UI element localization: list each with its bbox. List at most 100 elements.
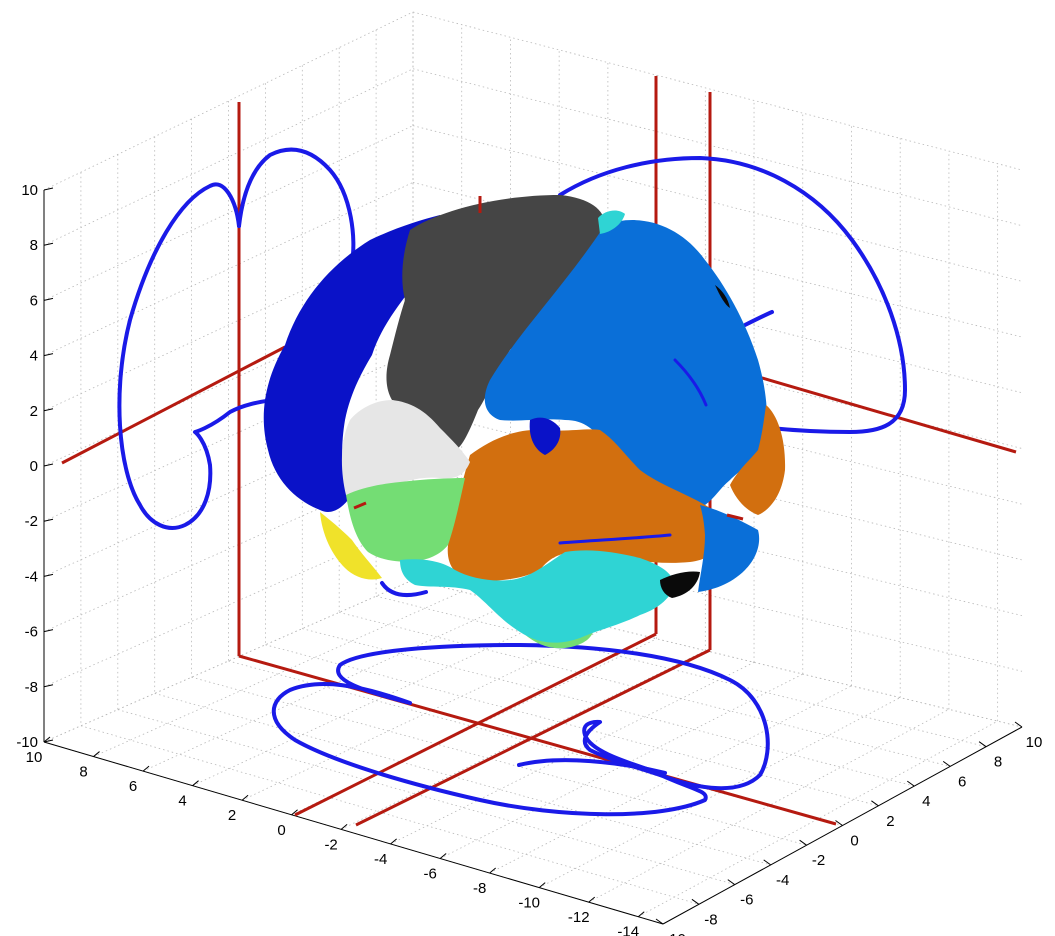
z-tick-label: 0: [30, 458, 38, 475]
region-white: [341, 400, 470, 497]
x-tick-mark: [489, 867, 497, 874]
x-tick-mark: [538, 882, 546, 888]
y-grid-floor: [265, 644, 879, 807]
x-tick-label: -6: [423, 865, 436, 882]
marker-left: [353, 501, 367, 510]
z-tick-label: -4: [25, 568, 38, 585]
z-tick-mark: [43, 684, 54, 688]
y-grid-floor: [80, 725, 700, 905]
y-tick-label: 2: [886, 813, 894, 830]
y-tick-mark: [655, 918, 664, 925]
x-tick-mark: [390, 838, 397, 845]
region-superior-dark: [386, 195, 605, 450]
y-tick-label: 0: [850, 833, 858, 850]
projection-traces: [117, 147, 907, 817]
region-blue-right-lower: [698, 505, 760, 592]
x-tick-label: -10: [518, 895, 540, 912]
z-tick-mark: [43, 518, 54, 522]
y-grid-floor: [154, 693, 771, 866]
x-tick-mark: [93, 751, 100, 757]
y-tick-mark: [727, 879, 736, 886]
x-tick-label: -12: [568, 909, 590, 926]
y-grid-floor: [376, 595, 987, 748]
region-cyan-inferior: [400, 550, 675, 643]
surface-traces: [558, 358, 708, 545]
z-tick-mark: [43, 463, 54, 467]
z-grid-right: [412, 11, 1023, 171]
z-grid-left: [43, 68, 414, 246]
x-tick-label: -8: [473, 880, 486, 897]
x-grid-floor: [142, 603, 511, 772]
x-grid-floor: [638, 720, 998, 918]
z-tick-mark: [43, 297, 54, 301]
y-grid-floor: [191, 676, 807, 846]
z-tick-label: 8: [30, 237, 38, 254]
region-black-right: [715, 285, 730, 308]
x-tick-mark: [637, 911, 645, 918]
x-tick-label: -4: [374, 851, 387, 868]
region-cyan-top: [598, 210, 625, 234]
z-grid-left: [43, 11, 414, 191]
x-tick-mark: [142, 765, 150, 772]
y-tick-mark: [942, 760, 951, 767]
y-tick-label: 8: [994, 754, 1002, 771]
z-tick-mark: [43, 629, 54, 633]
z-tick-mark: [43, 408, 54, 412]
floor-ref-line-b: [294, 632, 657, 817]
y-grid-floor: [117, 709, 735, 885]
x-grid-floor: [340, 650, 706, 830]
y-tick-label: -4: [776, 872, 789, 889]
x-tick-label: 6: [129, 778, 137, 795]
x-tick-label: -2: [324, 836, 337, 853]
floor-ref-line-c: [355, 648, 711, 827]
x-grid-floor: [390, 661, 755, 845]
x-tick-label: 10: [26, 749, 43, 766]
x-grid-floor: [192, 614, 560, 787]
region-left-frontal: [263, 215, 440, 512]
surface-trace-1: [558, 533, 672, 545]
y-grid-floor: [302, 628, 915, 787]
y-tick-label: -10: [664, 931, 686, 936]
left-wall-trace: [117, 182, 274, 530]
x-grid-floor: [588, 709, 950, 903]
wall-ref-line-right: [737, 369, 1017, 454]
y-tick-mark: [907, 780, 915, 787]
y-grid-floor: [339, 612, 951, 767]
region-green: [346, 478, 465, 562]
x-tick-label: -14: [617, 924, 639, 936]
y-tick-label: -8: [704, 911, 717, 928]
y-tick-mark: [1014, 721, 1023, 728]
marker-right: [726, 513, 744, 521]
y-tick-label: -6: [740, 892, 753, 909]
z-tick-label: 2: [30, 403, 38, 420]
right-wall-trace-inner: [743, 310, 774, 327]
left-wall-trace-top: [237, 147, 356, 264]
reference-lines-front: [353, 196, 744, 521]
z-tick-mark: [43, 573, 54, 577]
z-tick-mark: [43, 739, 54, 743]
wall-ref-line-left: [61, 345, 286, 465]
y-tick-mark: [799, 839, 807, 846]
z-grid-left: [43, 125, 414, 301]
y-tick-label: 10: [1026, 734, 1043, 751]
z-grid-left: [43, 238, 414, 412]
z-tick-label: 6: [30, 292, 38, 309]
y-tick-label: -2: [812, 852, 825, 869]
x-tick-mark: [192, 780, 199, 787]
z-grid-right: [412, 68, 1023, 227]
x-tick-label: 2: [228, 807, 236, 824]
z-tick-label: 10: [21, 182, 38, 199]
z-tick-mark: [43, 353, 54, 357]
floor-trace: [271, 643, 770, 817]
y-tick-label: 6: [958, 773, 966, 790]
y-tick-label: 4: [922, 793, 930, 810]
z-tick-mark: [43, 242, 54, 246]
right-wall-trace: [558, 156, 907, 434]
lower-trace: [380, 581, 428, 597]
x-tick-mark: [241, 794, 249, 801]
z-grid-right: [412, 125, 1023, 282]
region-right-lateral: [484, 220, 768, 506]
z-tick-label: -8: [25, 679, 38, 696]
z-tick-mark: [43, 187, 54, 191]
